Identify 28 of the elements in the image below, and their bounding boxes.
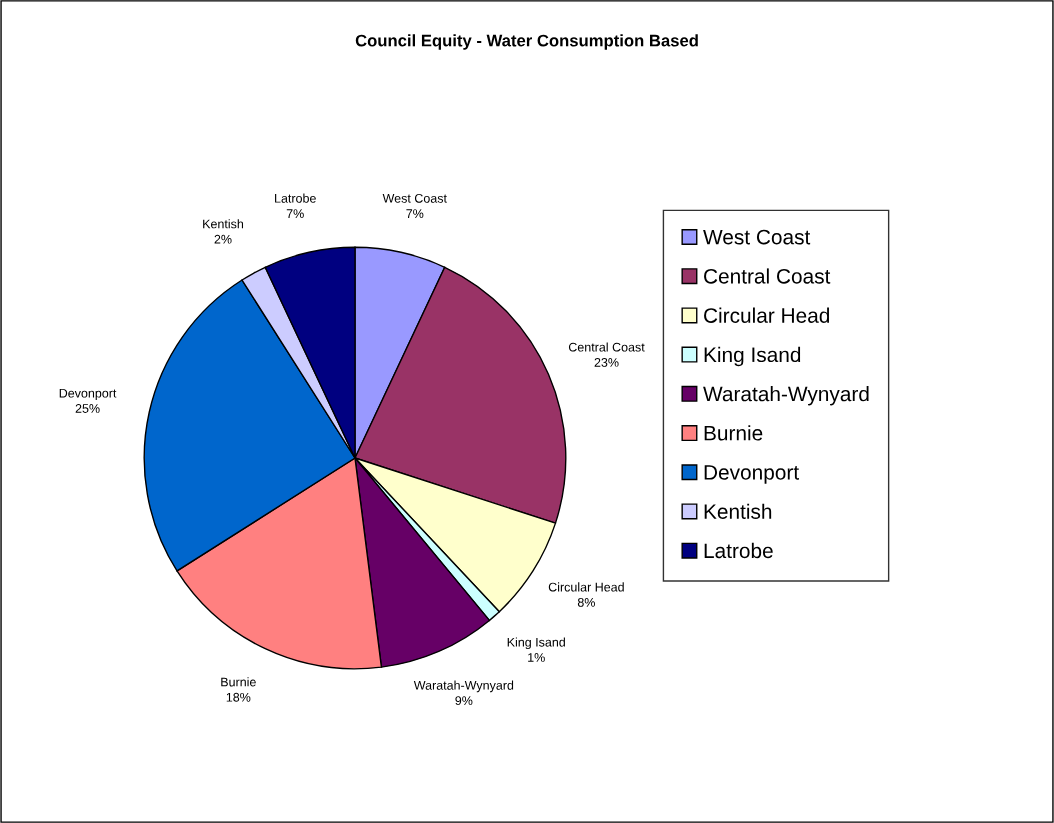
legend-label: Latrobe — [704, 542, 773, 559]
slice-label: Kentish — [203, 219, 244, 229]
data-label: 2% — [214, 234, 232, 244]
chart-title: Council Equity - Water Consumption Based — [355, 34, 698, 50]
slice-label: West Coast — [382, 193, 447, 203]
slice-label: Central Coast — [568, 342, 645, 352]
legend-label: Circular Head — [704, 307, 830, 323]
slice-label: Latrobe — [275, 193, 316, 203]
slice-label: Waratah-Wynyard — [413, 680, 514, 693]
legend-label: West Coast — [703, 229, 811, 245]
data-label: 25% — [75, 404, 100, 413]
legend-label: King Isand — [704, 346, 801, 367]
slice-label: Burnie — [221, 677, 256, 687]
legend-label: Kentish — [704, 503, 772, 519]
legend-label: Central Coast — [704, 268, 831, 284]
data-label: 8% — [577, 597, 595, 607]
data-label: 7% — [406, 209, 424, 218]
legend-label: Waratah-Wynyard — [703, 386, 869, 406]
data-label: 1% — [528, 653, 545, 662]
data-label: 9% — [455, 696, 473, 706]
legend-label: Devonport — [704, 465, 799, 484]
data-label: 23% — [594, 358, 619, 367]
slice-label: King Isand — [507, 637, 565, 650]
data-label: 18% — [226, 692, 251, 702]
legend-label: Burnie — [704, 425, 763, 441]
data-label: 7% — [286, 209, 304, 218]
slice-label: Circular Head — [548, 582, 624, 592]
slice-label: Devonport — [59, 388, 117, 401]
